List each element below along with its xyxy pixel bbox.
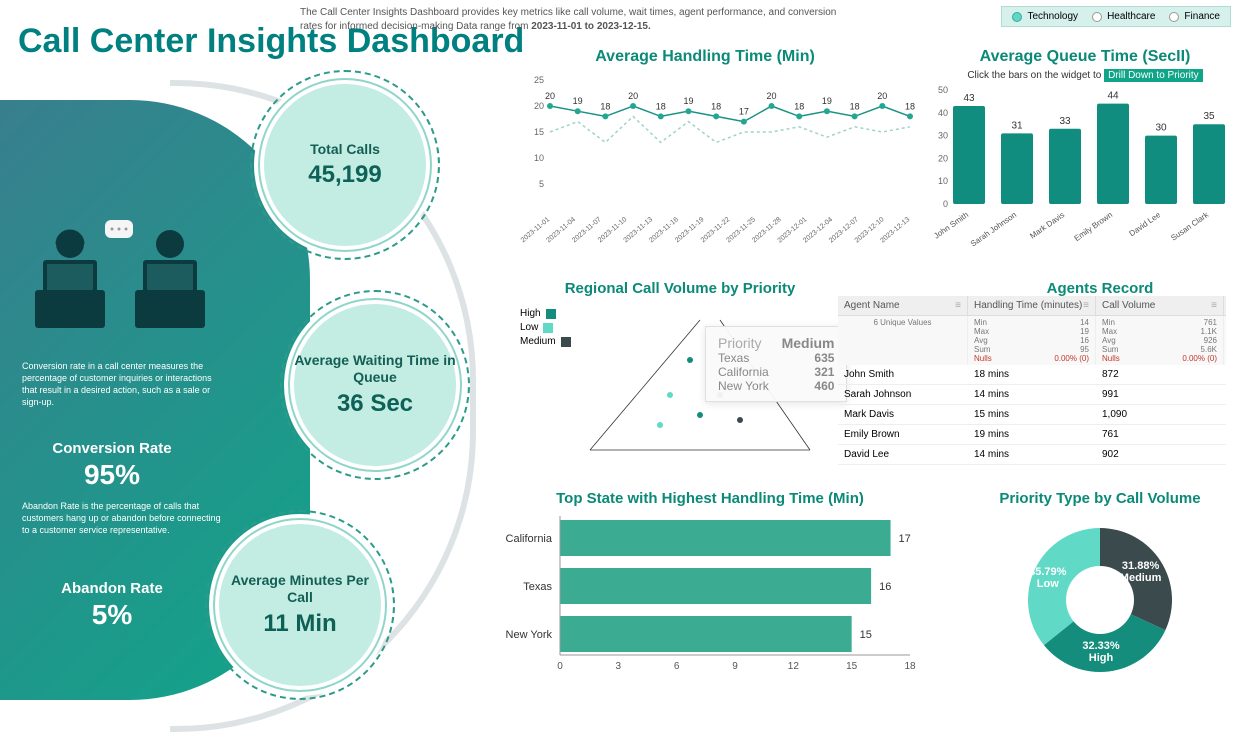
svg-text:43: 43 [963,93,975,104]
page-description: The Call Center Insights Dashboard provi… [300,6,840,33]
svg-text:Emily Brown: Emily Brown [1073,210,1115,243]
table-row[interactable]: Emily Brown19 mins761 [838,425,1226,445]
svg-text:17: 17 [739,107,749,117]
svg-text:Sarah Johnson: Sarah Johnson [969,210,1018,246]
regional-tooltip: PriorityMedium Texas635 California321 Ne… [705,326,847,402]
svg-text:5: 5 [539,179,544,189]
svg-text:20: 20 [938,153,948,163]
agents-illustration [25,220,225,330]
kpi-avg-wait: Average Waiting Time in Queue 36 Sec [290,300,460,470]
col-agent[interactable]: Agent Name≡ [838,296,968,315]
col-volume[interactable]: Call Volume≡ [1096,296,1224,315]
svg-text:20: 20 [767,91,777,101]
svg-text:18: 18 [904,661,916,672]
svg-text:0: 0 [943,199,948,209]
svg-text:19: 19 [573,96,583,106]
svg-text:New York: New York [506,629,553,641]
svg-text:9: 9 [732,661,738,672]
svg-text:20: 20 [545,91,555,101]
svg-text:18: 18 [850,101,860,111]
top-state-title: Top State with Highest Handling Time (Mi… [520,490,900,507]
svg-text:Mark Davis: Mark Davis [1028,210,1066,240]
conversion-desc: Conversion rate in a call center measure… [22,360,227,409]
kpi-avg-min-call: Average Minutes Per Call 11 Min [215,520,385,690]
col-handling[interactable]: Handling Time (minutes)≡ [968,296,1096,315]
handling-time-title: Average Handling Time (Min) [530,48,880,66]
svg-text:50: 50 [938,85,948,95]
svg-text:18: 18 [794,101,804,111]
svg-text:20: 20 [534,101,544,111]
queue-subtitle: Click the bars on the widget to Drill Do… [955,70,1215,81]
svg-text:31: 31 [1011,120,1023,131]
svg-text:Susan Clark: Susan Clark [1169,210,1211,243]
svg-text:35: 35 [1203,111,1215,122]
agents-table[interactable]: Agent Name≡ Handling Time (minutes)≡ Cal… [838,296,1226,465]
svg-text:18: 18 [600,101,610,111]
filter-technology[interactable]: Technology [1012,11,1078,22]
kpi-abandon: Abandon Rate 5% [22,570,202,631]
filter-bar: Technology Healthcare Finance [1001,6,1231,27]
handling-time-chart[interactable]: 2520151052019182018191817201819182018202… [520,70,920,250]
queue-time-title: Average Queue Time (SecII) [955,48,1215,66]
svg-text:17: 17 [899,533,911,545]
svg-text:20: 20 [877,91,887,101]
svg-text:10: 10 [938,176,948,186]
svg-text:California: California [506,533,553,545]
regional-legend: HighLowMedium [520,305,571,350]
svg-text:12: 12 [788,661,800,672]
svg-text:15: 15 [846,661,858,672]
filter-finance[interactable]: Finance [1169,11,1220,22]
donut-title: Priority Type by Call Volume [990,490,1210,507]
svg-text:Texas: Texas [523,581,552,593]
svg-text:0: 0 [557,661,563,672]
kpi-conversion: Conversion Rate 95% [22,430,202,491]
svg-text:19: 19 [822,96,832,106]
svg-text:15: 15 [860,629,872,641]
table-row[interactable]: John Smith18 mins872 [838,365,1226,385]
svg-text:18: 18 [905,101,915,111]
svg-text:16: 16 [879,581,891,593]
agents-record-title: Agents Record [985,280,1215,297]
kpi-total-calls: Total Calls 45,199 [260,80,430,250]
svg-text:6: 6 [674,661,680,672]
table-row[interactable]: David Lee14 mins902 [838,445,1226,465]
svg-text:40: 40 [938,108,948,118]
filter-healthcare[interactable]: Healthcare [1092,11,1155,22]
svg-text:18: 18 [711,101,721,111]
svg-text:30: 30 [938,131,948,141]
svg-text:33: 33 [1059,116,1071,127]
table-row[interactable]: Mark Davis15 mins1,090 [838,405,1226,425]
table-row[interactable]: Sarah Johnson14 mins991 [838,385,1226,405]
svg-text:25: 25 [534,75,544,85]
regional-title: Regional Call Volume by Priority [520,280,840,297]
top-state-chart[interactable]: California 17 Texas 16 New York 15 0 3 6 9 12 15 18 [480,510,940,680]
svg-text:19: 19 [683,96,693,106]
queue-time-chart[interactable]: 50 40 30 20 10 0 43 John Smith 31 Sarah Johnson 33… [925,84,1235,246]
svg-text:3: 3 [616,661,622,672]
abandon-desc: Abandon Rate is the percentage of calls … [22,500,227,536]
svg-text:20: 20 [628,91,638,101]
svg-text:John Smith: John Smith [932,210,970,240]
svg-text:10: 10 [534,153,544,163]
svg-text:18: 18 [656,101,666,111]
svg-text:30: 30 [1155,123,1167,134]
svg-text:David Lee: David Lee [1127,210,1162,238]
svg-text:15: 15 [534,127,544,137]
svg-text:44: 44 [1107,91,1119,102]
